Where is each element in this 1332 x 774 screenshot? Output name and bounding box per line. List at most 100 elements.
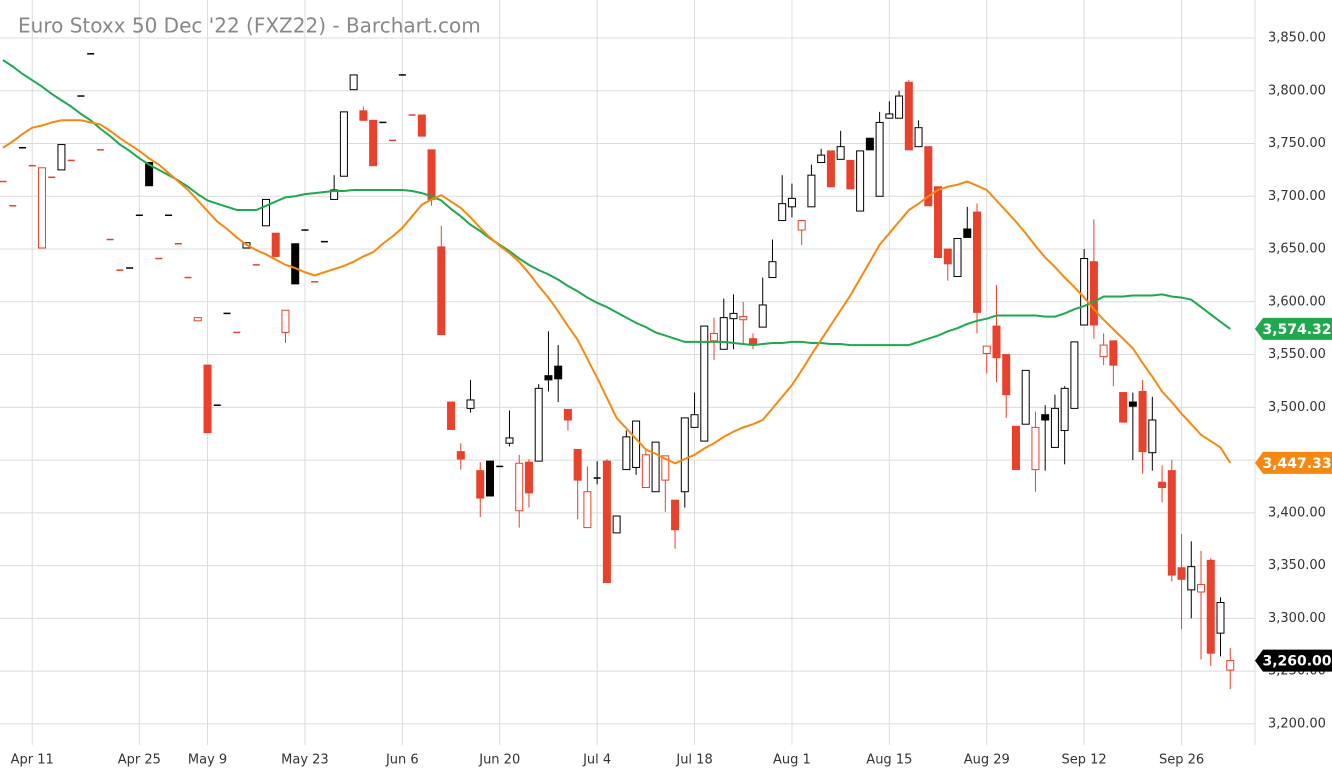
candle-body xyxy=(797,220,806,231)
candle-body xyxy=(680,417,689,493)
candle-body xyxy=(437,246,446,336)
x-tick-label: Aug 29 xyxy=(964,753,1010,768)
candle-body xyxy=(486,460,494,497)
candle-body xyxy=(193,317,202,322)
candle-body xyxy=(885,113,894,119)
candle-body xyxy=(700,325,709,442)
candle-body xyxy=(875,121,884,197)
candle-body xyxy=(1158,481,1167,489)
x-tick-label: Jun 20 xyxy=(478,753,520,768)
candle-body xyxy=(992,325,1001,359)
candle-body xyxy=(641,454,650,489)
price-tag-label: 3,447.33 xyxy=(1262,456,1331,472)
y-tick-label: 3,850.00 xyxy=(1268,30,1326,45)
plot xyxy=(0,53,1235,690)
candle-body xyxy=(778,203,787,222)
y-tick-label: 3,750.00 xyxy=(1268,136,1326,151)
candle-body xyxy=(1148,419,1157,454)
candle-body xyxy=(729,312,738,320)
candle-body xyxy=(427,149,436,200)
candle-body xyxy=(534,387,543,462)
candle-body xyxy=(748,338,757,345)
candle-body xyxy=(563,408,572,421)
candle-body xyxy=(836,146,845,160)
candle-body xyxy=(145,162,154,187)
candle-body xyxy=(1216,602,1225,634)
candle-body xyxy=(758,304,767,328)
candle-body xyxy=(943,248,952,265)
candle-body xyxy=(602,460,611,583)
candle-body xyxy=(1128,401,1137,407)
candle-body xyxy=(622,436,631,471)
candle-body xyxy=(807,174,816,208)
candle-body xyxy=(953,237,962,277)
candle-body xyxy=(895,95,904,119)
candle-body xyxy=(612,515,621,534)
candle-body xyxy=(817,154,826,164)
y-tick-label: 3,650.00 xyxy=(1268,242,1326,257)
y-tick-label: 3,300.00 xyxy=(1268,611,1326,626)
candle-body xyxy=(739,316,748,321)
x-tick-label: May 9 xyxy=(188,753,227,768)
candle-body xyxy=(583,491,592,529)
candle-body xyxy=(369,119,378,167)
candle-body xyxy=(1206,559,1215,654)
candle-body xyxy=(1197,584,1206,593)
chart-title: Euro Stoxx 50 Dec '22 (FXZ22) - Barchart… xyxy=(18,14,481,38)
candle-body xyxy=(1187,566,1196,591)
x-tick-label: Aug 1 xyxy=(773,753,811,768)
candle-body xyxy=(456,451,465,460)
candle-body xyxy=(1011,425,1020,471)
x-tick-label: Apr 11 xyxy=(11,753,54,768)
line xyxy=(2,119,1232,465)
candle-body xyxy=(476,470,485,499)
candle-body xyxy=(1002,354,1011,396)
candle-body xyxy=(524,461,533,494)
candle-body xyxy=(632,420,641,468)
candle-body xyxy=(914,127,923,148)
candle-body xyxy=(1070,341,1079,409)
candle-body xyxy=(1177,567,1186,580)
y-tick-label: 3,800.00 xyxy=(1268,83,1326,98)
candle-body xyxy=(846,159,855,190)
candle-body xyxy=(768,261,777,279)
price-tag xyxy=(1255,649,1332,672)
candle-body xyxy=(661,455,670,481)
candle-body xyxy=(261,198,270,227)
candle-body xyxy=(671,499,680,531)
candle-body xyxy=(1138,390,1147,453)
candle-body xyxy=(505,437,514,444)
candle-body xyxy=(573,449,582,481)
candle-body xyxy=(1060,387,1069,432)
candle-body xyxy=(554,365,563,380)
candle-body xyxy=(982,345,991,355)
line xyxy=(2,59,1231,347)
y-tick-label: 3,550.00 xyxy=(1268,347,1326,362)
candle-body xyxy=(1080,258,1089,326)
y-tick-label: 3,500.00 xyxy=(1268,400,1326,415)
candle-body xyxy=(826,150,835,188)
candle-body xyxy=(57,144,66,171)
axes: 3,200.003,250.003,300.003,350.003,400.00… xyxy=(11,30,1332,768)
candle-body xyxy=(1119,392,1128,423)
candle-body xyxy=(710,332,719,342)
price-tag xyxy=(1255,451,1332,474)
candle-body xyxy=(281,309,290,333)
candle-body xyxy=(37,167,46,249)
x-tick-label: Apr 25 xyxy=(118,753,161,768)
candle-body xyxy=(447,401,456,430)
candle-body xyxy=(291,243,300,285)
candle-body xyxy=(690,414,699,428)
x-tick-label: Sep 12 xyxy=(1062,753,1107,768)
x-tick-label: Jun 6 xyxy=(385,753,419,768)
candle-body xyxy=(1089,261,1098,326)
candle-body xyxy=(203,364,212,434)
candle-body xyxy=(963,228,972,238)
candle-body xyxy=(1109,340,1118,366)
candle-body xyxy=(466,399,475,409)
candle-body xyxy=(1050,407,1059,448)
candle-body xyxy=(544,375,553,381)
candle-body xyxy=(1167,470,1176,576)
